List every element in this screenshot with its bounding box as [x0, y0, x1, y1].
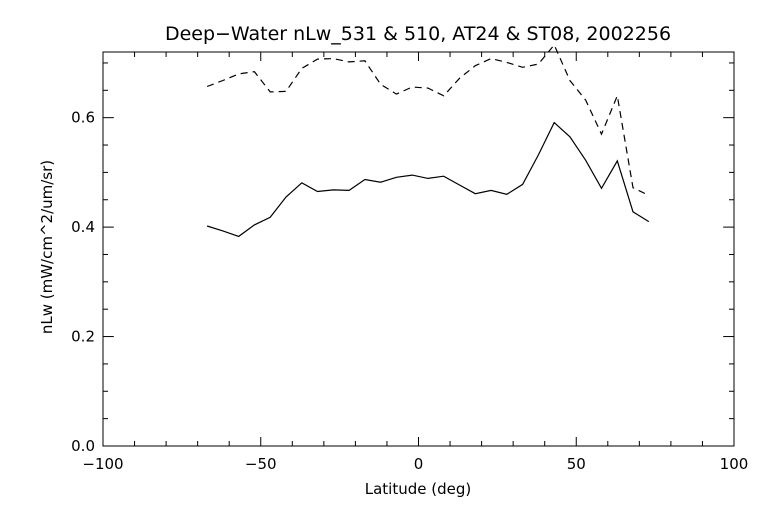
series-solid-line — [206, 121, 650, 238]
y-tick-label: 0.4 — [71, 218, 95, 236]
axis-ticks — [102, 52, 735, 447]
plot-frame-rect — [102, 51, 735, 447]
x-axis-label: Latitude (deg) — [365, 480, 471, 498]
chart-title: Deep−Water nLw_531 & 510, AT24 & ST08, 2… — [165, 23, 671, 45]
x-tick-label: 50 — [567, 455, 586, 473]
series-dashed-line — [206, 43, 650, 196]
y-tick-label: 0.0 — [71, 437, 95, 455]
axis-tick-labels: −100 −50 0 50 100 0.0 0.2 0.4 0.6 — [71, 109, 748, 473]
x-tick-label: 100 — [720, 455, 749, 473]
y-tick-label: 0.2 — [71, 328, 95, 346]
y-axis-label: nLw (mW/cm^2/um/sr) — [38, 160, 56, 334]
x-tick-label: −100 — [82, 455, 123, 473]
series-lines — [206, 43, 650, 238]
x-tick-label: −50 — [245, 455, 277, 473]
plot-frame — [102, 51, 735, 447]
x-tick-label: 0 — [414, 455, 424, 473]
y-tick-label: 0.6 — [71, 109, 95, 127]
